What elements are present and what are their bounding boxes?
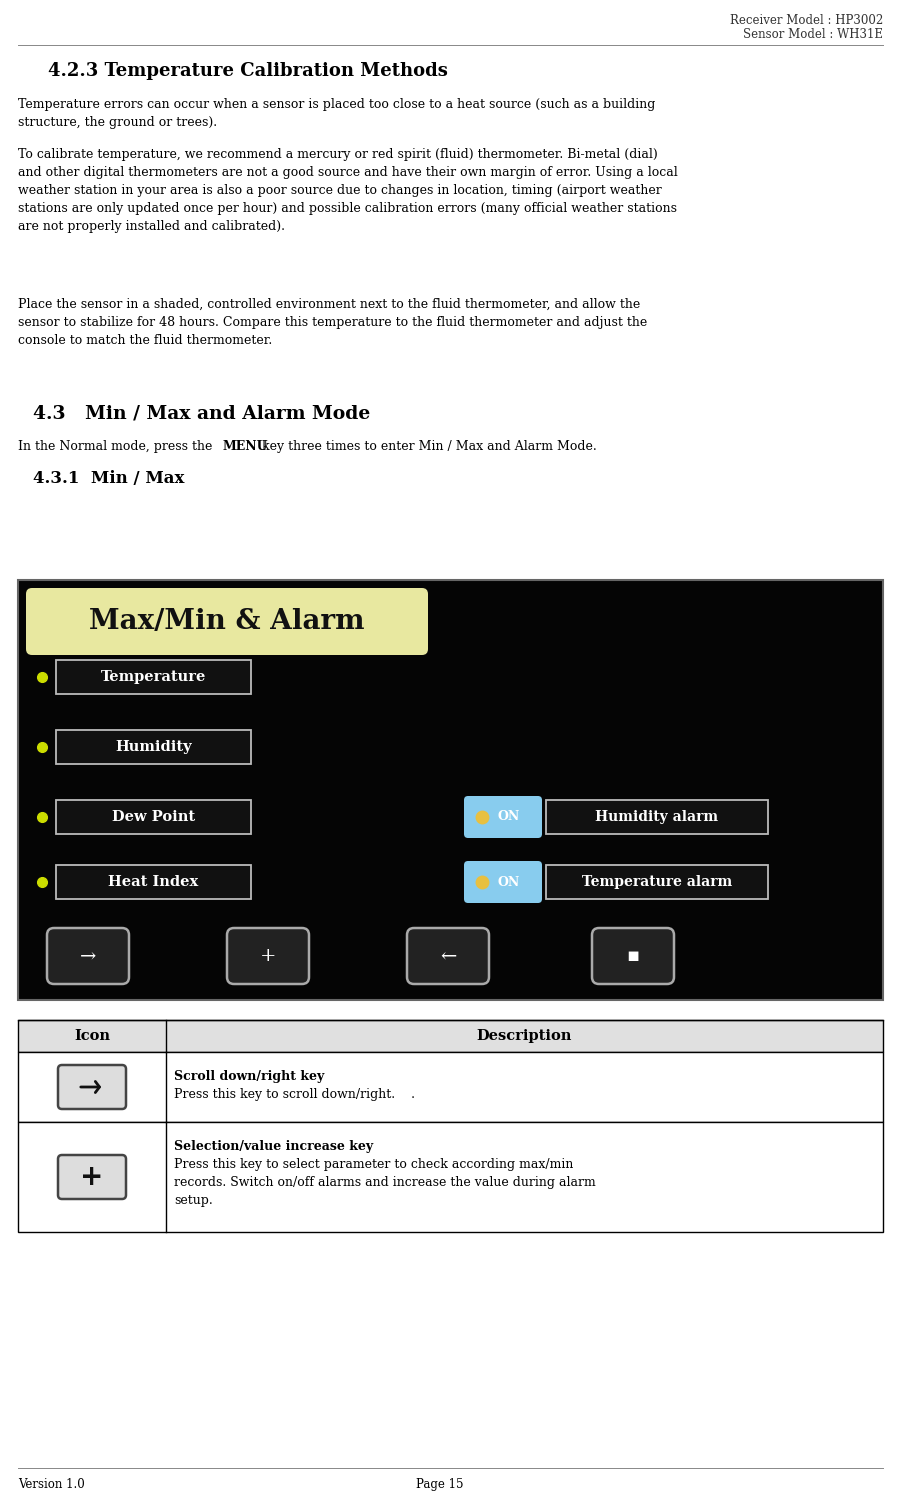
FancyBboxPatch shape [546, 866, 768, 898]
Text: Receiver Model : HP3002: Receiver Model : HP3002 [730, 13, 883, 27]
FancyBboxPatch shape [464, 861, 542, 903]
Text: Temperature alarm: Temperature alarm [582, 875, 733, 890]
Text: Selection/value increase key: Selection/value increase key [174, 1141, 373, 1153]
Text: In the Normal mode, press the: In the Normal mode, press the [18, 440, 216, 453]
FancyBboxPatch shape [47, 928, 129, 984]
Text: ▪: ▪ [626, 946, 640, 964]
Text: 4.3.1  Min / Max: 4.3.1 Min / Max [33, 469, 185, 487]
Text: →: → [80, 946, 96, 964]
FancyBboxPatch shape [592, 928, 674, 984]
FancyBboxPatch shape [227, 928, 309, 984]
Text: Max/Min & Alarm: Max/Min & Alarm [89, 608, 365, 635]
FancyBboxPatch shape [58, 1064, 126, 1109]
Text: Icon: Icon [74, 1029, 110, 1044]
Text: +: + [259, 946, 277, 964]
Text: Press this key to scroll down/right.    .: Press this key to scroll down/right. . [174, 1088, 415, 1100]
Text: Press this key to select parameter to check according max/min
records. Switch on: Press this key to select parameter to ch… [174, 1159, 596, 1206]
Text: Place the sensor in a shaded, controlled environment next to the fluid thermomet: Place the sensor in a shaded, controlled… [18, 298, 647, 347]
Text: Humidity: Humidity [115, 740, 192, 753]
Text: Humidity alarm: Humidity alarm [596, 810, 719, 824]
Text: Dew Point: Dew Point [112, 810, 195, 824]
Text: Description: Description [477, 1029, 572, 1044]
Text: Temperature: Temperature [101, 670, 206, 685]
FancyBboxPatch shape [26, 588, 428, 655]
Text: Heat Index: Heat Index [108, 875, 198, 890]
Text: Page 15: Page 15 [416, 1479, 464, 1491]
FancyBboxPatch shape [56, 730, 251, 764]
Text: MENU: MENU [223, 440, 268, 453]
Text: Scroll down/right key: Scroll down/right key [174, 1070, 324, 1082]
FancyBboxPatch shape [56, 866, 251, 898]
Bar [18, 1123, 883, 1232]
FancyBboxPatch shape [56, 659, 251, 694]
Text: 4.3   Min / Max and Alarm Mode: 4.3 Min / Max and Alarm Mode [33, 404, 370, 422]
Text: +: + [80, 1163, 104, 1192]
FancyBboxPatch shape [464, 795, 542, 839]
Text: Version 1.0: Version 1.0 [18, 1479, 85, 1491]
Text: To calibrate temperature, we recommend a mercury or red spirit (fluid) thermomet: To calibrate temperature, we recommend a… [18, 148, 678, 233]
Text: key three times to enter Min / Max and Alarm Mode.: key three times to enter Min / Max and A… [258, 440, 596, 453]
FancyBboxPatch shape [407, 928, 489, 984]
FancyBboxPatch shape [58, 1156, 126, 1199]
Text: ON: ON [498, 876, 520, 888]
Bar [18, 1020, 883, 1052]
FancyBboxPatch shape [546, 800, 768, 834]
Text: Sensor Model : WH31E: Sensor Model : WH31E [743, 28, 883, 40]
Text: ON: ON [498, 810, 520, 824]
Text: Temperature errors can occur when a sensor is placed too close to a heat source : Temperature errors can occur when a sens… [18, 99, 655, 129]
Text: ←: ← [440, 946, 456, 964]
Bar [18, 1052, 883, 1123]
FancyBboxPatch shape [56, 800, 251, 834]
Text: 4.2.3 Temperature Calibration Methods: 4.2.3 Temperature Calibration Methods [48, 61, 448, 81]
Bar [18, 580, 883, 1000]
